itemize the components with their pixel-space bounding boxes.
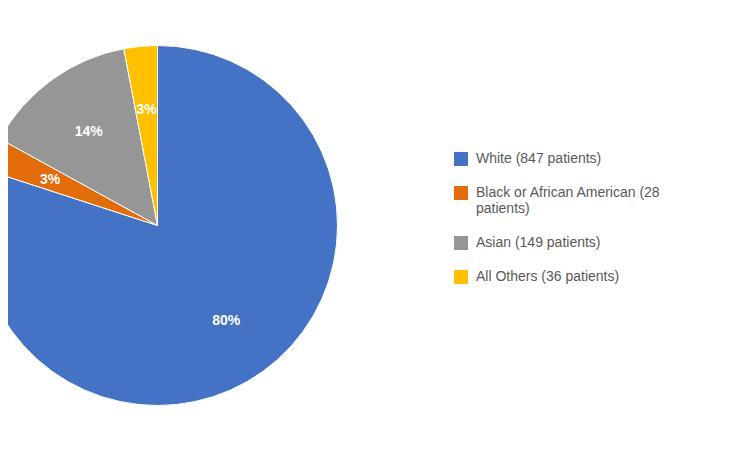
svg-text:3%: 3% bbox=[136, 101, 157, 117]
html-text:White (847 patients): White (847 patients) bbox=[476, 149, 602, 166]
html-text:All Others (36 patients): All Others (36 patients) bbox=[476, 267, 620, 284]
html-text:Black or African American (28: Black or African American (28 bbox=[476, 183, 660, 200]
html-text:Asian (149 patients): Asian (149 patients) bbox=[476, 233, 601, 250]
svg-text:14%: 14% bbox=[75, 123, 104, 139]
svg-text:80%: 80% bbox=[212, 312, 241, 328]
html-text:patients): patients) bbox=[476, 199, 530, 216]
svg-text:3%: 3% bbox=[40, 171, 61, 187]
